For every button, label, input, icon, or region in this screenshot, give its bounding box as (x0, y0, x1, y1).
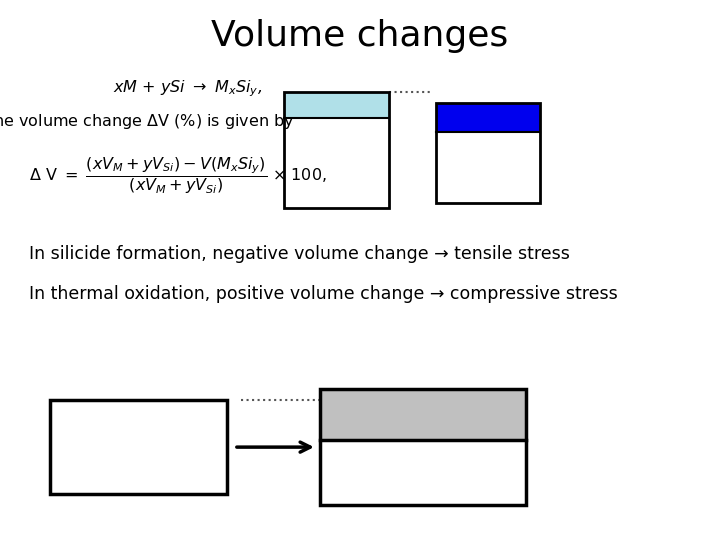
Text: Volume changes: Volume changes (212, 19, 508, 53)
Bar (436, 103, 540, 202)
Bar (284, 118, 389, 208)
Bar (320, 389, 526, 505)
Text: In silicide formation, negative volume change → tensile stress: In silicide formation, negative volume c… (29, 245, 570, 263)
Text: $\Delta$ V $=$ $\dfrac{(xV_M+yV_{Si})-V(M_xSi_y)}{(xV_M+yV_{Si})}$ $\times$ 100,: $\Delta$ V $=$ $\dfrac{(xV_M+yV_{Si})-V(… (29, 155, 327, 196)
Bar (436, 103, 540, 132)
Bar (50, 400, 227, 494)
Bar (436, 132, 540, 202)
Bar (284, 92, 389, 208)
Text: In thermal oxidation, positive volume change → compressive stress: In thermal oxidation, positive volume ch… (29, 285, 618, 303)
Bar (320, 389, 526, 440)
Bar (320, 440, 526, 505)
Text: xM + ySi $\rightarrow$ M$_x$Si$_y$,: xM + ySi $\rightarrow$ M$_x$Si$_y$, (112, 79, 262, 99)
Bar (284, 92, 389, 118)
Text: the volume change $\Delta$V (%) is given by: the volume change $\Delta$V (%) is given… (0, 112, 294, 131)
